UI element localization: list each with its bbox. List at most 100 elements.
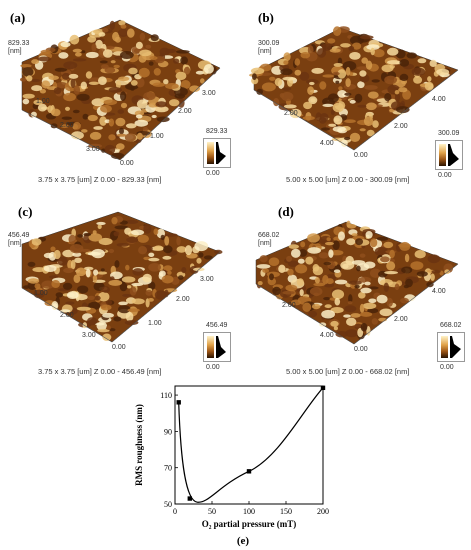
surface-texture [344,92,352,96]
surface-texture [387,60,401,65]
tick-left-c-3: 3.00 [82,332,96,339]
surface-texture [295,264,308,274]
surface-texture [282,290,295,295]
surface-texture [56,82,68,89]
surface-texture [321,309,335,319]
surface-texture [134,110,145,117]
surface-texture [99,60,108,64]
surface-texture [309,287,323,296]
surface-texture [324,304,332,309]
tick-left-a-1: 1.00 [36,98,50,105]
surface-texture [381,64,394,73]
surface-texture [194,241,209,252]
surface-texture [163,245,173,254]
surface-texture [142,273,152,283]
surface-texture [162,255,172,260]
y-tick-label: 110 [160,391,172,400]
surface-texture [108,87,123,93]
surface-texture [366,129,375,137]
surface-texture [52,303,58,310]
surface-texture [37,56,52,62]
surface-texture [160,234,165,241]
surface-texture [130,229,145,236]
surface-texture [323,297,331,301]
surface-texture [396,106,410,114]
surface-texture [365,60,373,70]
surface-texture [154,290,167,300]
surface-texture [118,20,126,26]
afm-panel-c: (c) 456.49 [nm] 1.00 2.00 3.00 0.00 1.00… [0,192,235,377]
surface-texture [195,70,205,75]
surface-texture [307,86,314,95]
surface-texture [129,286,137,296]
surface-texture [120,91,127,101]
surface-texture [401,266,413,274]
surface-texture [102,312,114,318]
surface-texture [82,113,89,120]
surface-texture [30,78,41,83]
surface-texture [101,64,109,70]
surface-texture [325,241,334,246]
surface-texture [342,61,357,71]
tick-right-a-1: 1.00 [150,133,164,140]
surface-texture [55,292,63,298]
surface-texture [130,80,138,86]
zmax-d: 668.02 [258,232,280,239]
surface-texture [20,77,27,82]
surface-texture [180,56,189,65]
surface-texture [149,56,158,60]
surface-texture [334,279,348,285]
surface-texture [326,237,331,242]
surface-texture [345,66,351,76]
surface-texture [335,331,348,338]
surface-texture [71,131,84,140]
tick-right-d-2: 4.00 [432,288,446,295]
surface-texture [31,59,39,65]
caption-a: 3.75 x 3.75 [um] Z 0.00 - 829.33 [nm] [38,175,162,184]
surface-texture [368,298,377,304]
surface-texture [250,67,265,75]
surface-texture [138,54,147,63]
colorbar-max-c: 456.49 [206,322,228,329]
surface-texture [283,52,291,61]
surface-texture [183,66,191,75]
surface-texture [83,266,94,271]
surface-texture [104,144,116,155]
surface-texture [100,304,112,311]
surface-texture [431,269,441,274]
surface-texture [120,24,127,29]
surface-texture [328,123,337,127]
surface-texture [359,128,366,132]
surface-texture [181,267,187,274]
surface-texture [69,34,80,45]
surface-texture [430,273,435,281]
surface-texture [365,102,377,111]
surface-texture [111,152,125,160]
surface-texture [156,116,170,123]
surface-texture [151,114,157,119]
surface-texture [285,284,298,292]
surface-texture [20,64,32,68]
panel-label-a: (a) [10,10,26,25]
surface-texture [256,88,263,95]
surface-texture [329,48,341,53]
surface-texture [113,316,122,322]
surface-texture [77,234,83,238]
surface-texture [383,241,394,249]
surface-texture [109,20,116,30]
surface-texture [332,102,344,113]
zunit-d: [nm] [258,240,272,247]
surface-texture [383,282,389,292]
surface-texture [387,47,399,56]
surface-texture [131,298,145,305]
surface-texture [88,81,100,86]
surface-texture [125,311,134,322]
surface-texture [85,268,91,278]
surface-texture [122,293,132,297]
tick-right-c-1: 1.00 [148,320,162,327]
surface-texture [116,143,125,151]
surface-texture [360,35,374,40]
surface-texture [99,116,107,126]
surface-texture [86,317,98,326]
surface-texture [311,67,324,74]
